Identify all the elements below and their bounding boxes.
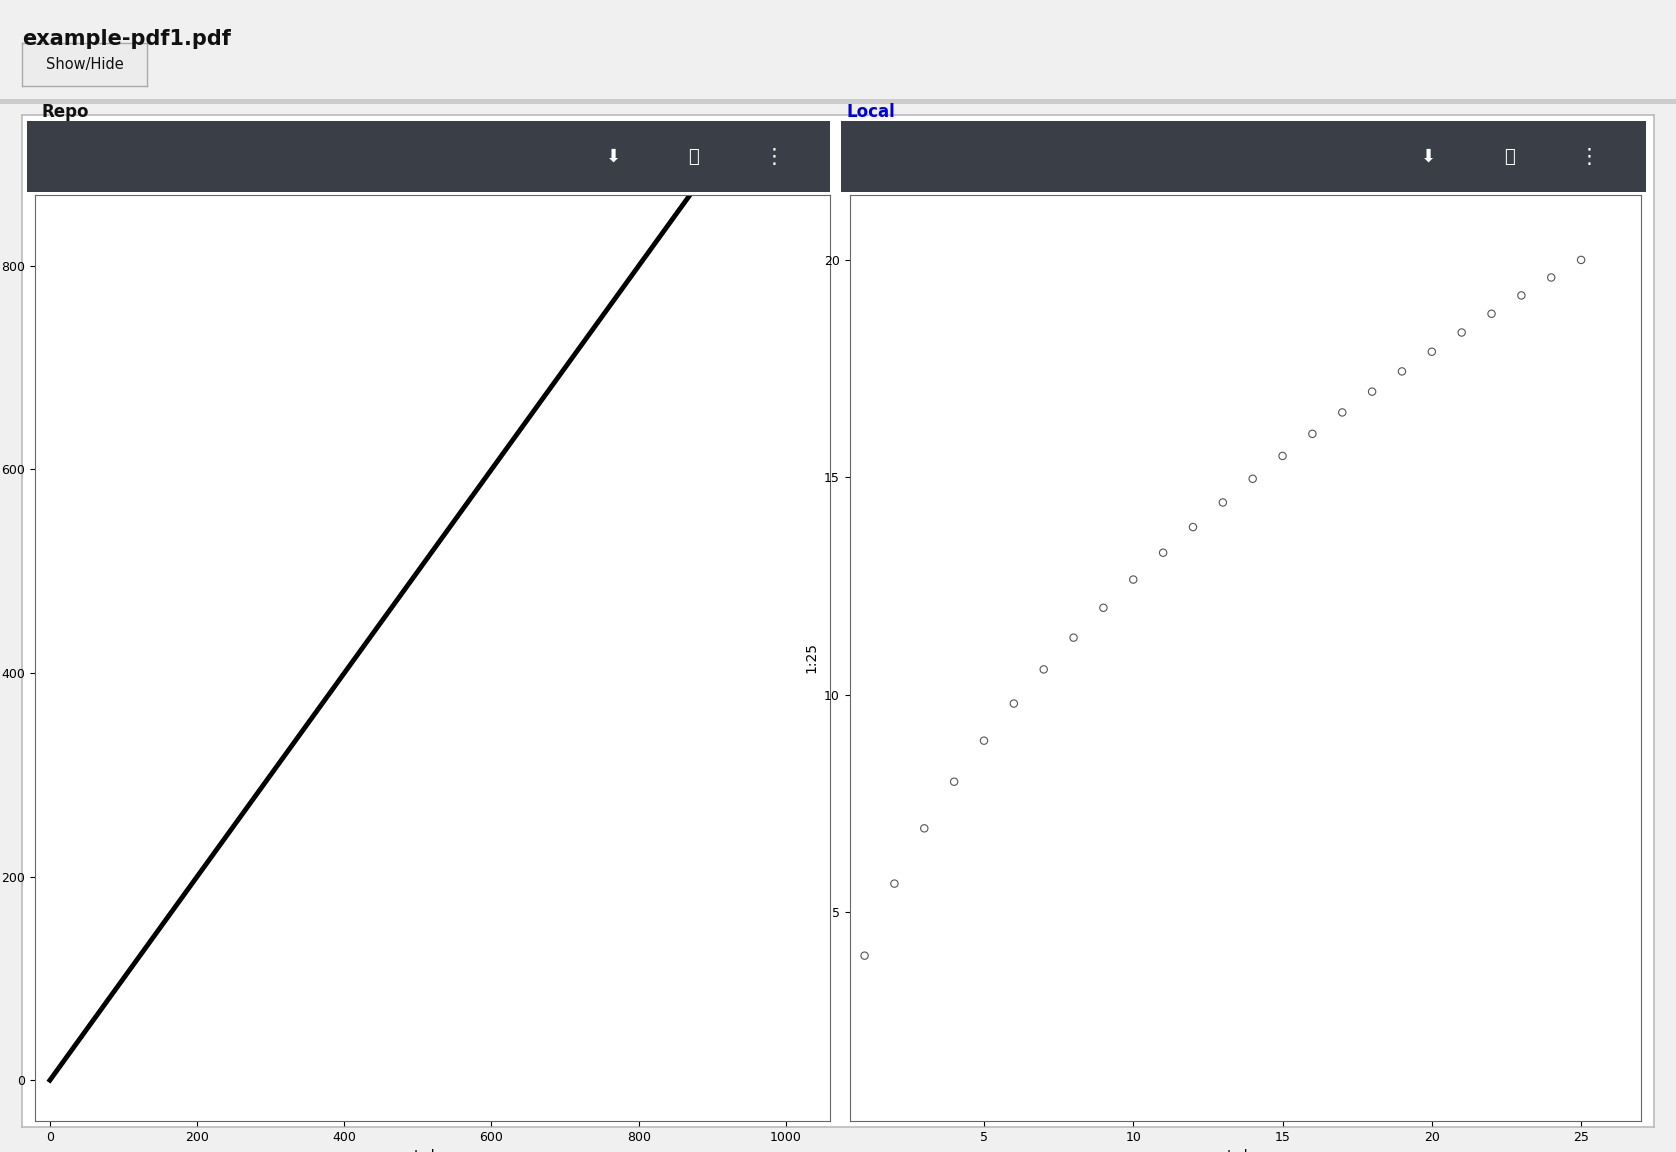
Y-axis label: 1:25: 1:25 <box>804 643 818 673</box>
Point <box>1089 599 1116 617</box>
Point <box>1418 342 1445 361</box>
Point <box>1239 470 1265 488</box>
Point <box>1001 695 1027 713</box>
Point <box>1388 362 1415 380</box>
Text: example-pdf1.pdf: example-pdf1.pdf <box>22 29 231 48</box>
Point <box>882 874 908 893</box>
Point <box>1120 570 1146 589</box>
Text: Show/Hide: Show/Hide <box>45 56 124 73</box>
Text: Local: Local <box>846 103 895 121</box>
Point <box>1359 382 1386 401</box>
Point <box>1269 447 1296 465</box>
Point <box>1329 403 1356 422</box>
Point <box>1448 324 1475 342</box>
Text: ⋮: ⋮ <box>1579 146 1601 167</box>
Point <box>1210 493 1237 511</box>
Point <box>1061 628 1088 646</box>
Point <box>970 732 997 750</box>
Text: ⬇: ⬇ <box>605 147 620 166</box>
Point <box>1299 425 1326 444</box>
Point <box>851 947 878 965</box>
Point <box>1508 286 1535 304</box>
Text: ⬇: ⬇ <box>1421 147 1436 166</box>
Text: 🖨: 🖨 <box>689 147 699 166</box>
Point <box>910 819 937 838</box>
Point <box>1539 268 1565 287</box>
Point <box>1180 518 1207 537</box>
X-axis label: Index: Index <box>414 1150 451 1152</box>
Text: 🖨: 🖨 <box>1503 147 1515 166</box>
Point <box>940 773 967 791</box>
X-axis label: Index: Index <box>1227 1150 1264 1152</box>
Text: Repo: Repo <box>42 103 89 121</box>
Text: ⋮: ⋮ <box>763 146 784 167</box>
Point <box>1567 251 1594 270</box>
Point <box>1031 660 1058 679</box>
Point <box>1150 544 1177 562</box>
Point <box>1478 304 1505 323</box>
